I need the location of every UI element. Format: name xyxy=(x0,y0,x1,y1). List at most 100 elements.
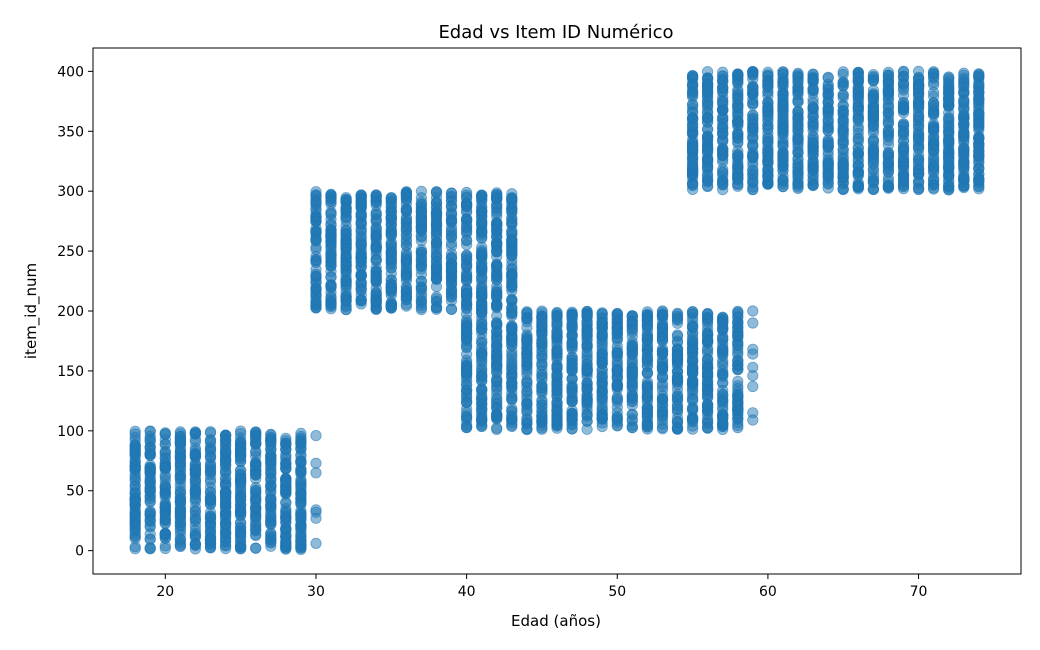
data-point xyxy=(596,412,608,424)
data-point xyxy=(506,402,518,414)
data-point xyxy=(506,305,518,317)
data-point xyxy=(641,381,654,393)
data-point xyxy=(581,423,593,435)
data-point xyxy=(958,98,970,110)
data-point xyxy=(581,383,593,395)
data-point xyxy=(265,540,277,552)
data-point xyxy=(144,485,156,498)
data-point xyxy=(717,127,729,139)
data-point xyxy=(701,123,714,135)
data-point xyxy=(174,536,186,548)
data-point xyxy=(476,231,488,243)
data-point xyxy=(641,419,654,431)
y-tick-label: 300 xyxy=(57,184,84,200)
data-point xyxy=(476,351,488,363)
data-point xyxy=(189,464,201,476)
data-point xyxy=(626,326,638,338)
data-point xyxy=(551,416,563,428)
data-point xyxy=(581,338,593,350)
data-point xyxy=(837,159,849,171)
data-point xyxy=(792,146,804,158)
data-point xyxy=(204,451,217,464)
data-point xyxy=(370,189,382,201)
data-point xyxy=(596,338,608,350)
data-point xyxy=(430,197,443,209)
data-point xyxy=(220,491,232,503)
data-point xyxy=(897,119,910,131)
data-point xyxy=(491,409,503,421)
data-point xyxy=(581,397,593,410)
data-point xyxy=(204,534,217,546)
data-point xyxy=(551,327,563,339)
data-point xyxy=(536,334,548,346)
data-point xyxy=(943,134,955,147)
data-point xyxy=(882,70,895,82)
x-tick-label: 40 xyxy=(458,584,476,600)
data-point xyxy=(340,275,352,287)
data-point xyxy=(641,393,654,405)
data-point xyxy=(310,254,322,266)
data-point xyxy=(310,512,322,524)
data-point xyxy=(536,381,548,393)
data-point xyxy=(460,270,473,282)
data-point xyxy=(220,472,232,484)
data-point xyxy=(777,156,789,168)
data-point xyxy=(897,141,910,153)
data-point xyxy=(732,339,744,352)
data-point xyxy=(882,134,895,146)
data-point xyxy=(927,66,940,78)
data-point xyxy=(927,182,940,194)
data-point xyxy=(882,84,895,97)
data-point xyxy=(460,308,473,320)
data-point xyxy=(762,119,774,132)
data-point xyxy=(671,394,684,406)
data-point xyxy=(491,363,503,375)
data-point xyxy=(310,196,322,208)
data-point xyxy=(671,403,684,415)
data-point xyxy=(566,308,578,320)
data-point xyxy=(385,246,397,258)
data-point xyxy=(370,209,382,221)
data-point xyxy=(385,258,397,270)
data-point xyxy=(927,126,940,138)
data-point xyxy=(400,246,412,259)
data-point xyxy=(460,284,473,296)
data-point xyxy=(566,329,578,342)
data-point xyxy=(265,443,277,456)
data-point xyxy=(897,78,910,91)
data-point xyxy=(340,242,352,254)
data-point xyxy=(521,316,533,328)
data-point xyxy=(430,186,443,198)
data-point xyxy=(476,306,488,318)
data-point xyxy=(551,351,563,363)
data-point xyxy=(476,403,488,416)
data-point xyxy=(310,457,322,469)
data-point xyxy=(460,396,473,409)
data-point xyxy=(973,183,985,195)
data-point xyxy=(671,371,684,383)
data-point xyxy=(250,524,262,536)
data-point xyxy=(204,493,217,505)
data-point xyxy=(943,112,955,124)
data-point xyxy=(355,285,367,297)
data-point xyxy=(491,202,503,214)
data-point xyxy=(807,137,819,149)
data-point xyxy=(250,427,262,439)
data-point xyxy=(943,162,955,174)
data-point xyxy=(476,420,488,432)
data-point xyxy=(973,70,985,82)
data-point xyxy=(626,399,638,411)
data-point xyxy=(882,157,895,169)
data-point xyxy=(837,66,849,78)
data-point xyxy=(641,360,654,372)
x-axis-ticks: 20 30 40 50 60 70 xyxy=(156,574,927,600)
data-point xyxy=(415,302,427,314)
data-point xyxy=(732,68,744,81)
data-point xyxy=(506,271,518,283)
data-point xyxy=(656,331,669,343)
data-point xyxy=(807,101,819,113)
data-point xyxy=(927,107,940,119)
data-point xyxy=(701,368,714,380)
data-point xyxy=(144,528,156,540)
data-point xyxy=(220,540,232,552)
